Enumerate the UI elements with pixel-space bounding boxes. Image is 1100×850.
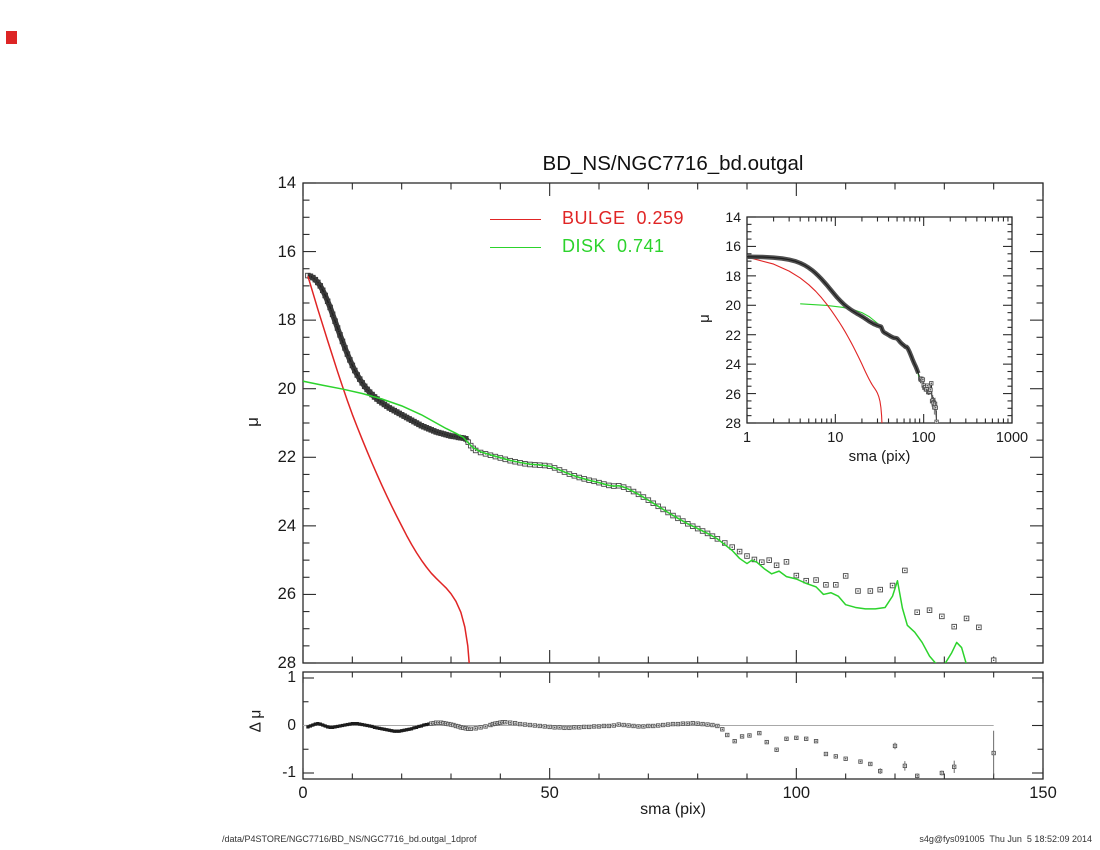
tick-label: 100 [911,430,936,446]
tick-label: 0 [298,784,308,802]
tick-label: 22 [277,448,296,467]
main-y-axis-label: μ [242,417,262,427]
footer-user-timestamp: s4g@fys091005 Thu Jun 5 18:52:09 2014 [919,834,1092,844]
tick-label: 18 [725,267,741,284]
footer-file-path: /data/P4STORE/NGC7716/BD_NS/NGC7716_bd.o… [222,834,477,844]
tick-label: 50 [540,784,559,802]
tick-label: 16 [277,242,296,261]
tick-label: 26 [277,585,296,604]
legend-disk-label: DISK 0.741 [562,236,665,256]
inset-y-axis-label: μ [695,314,713,323]
tick-label: 1000 [995,430,1029,446]
tick-label: 18 [277,311,296,330]
tick-label: 28 [277,654,296,672]
tick-label: 16 [725,238,741,255]
tick-label: 22 [725,326,741,343]
tick-label: 20 [725,297,741,314]
tick-label: 1 [742,430,752,446]
tick-label: 26 [725,385,741,402]
tick-label: 10 [827,430,844,446]
legend-bulge-line [490,219,541,220]
legend-bulge-label: BULGE 0.259 [562,208,685,228]
tick-label: 14 [277,174,296,192]
tick-label: 1 [287,669,296,686]
page-title: BD_NS/NGC7716_bd.outgal [542,152,804,175]
tick-label: 150 [1029,784,1057,802]
tick-label: 24 [277,516,296,535]
tick-label: 0 [287,716,296,734]
tick-label: 100 [782,784,811,802]
tick-label: -1 [282,764,296,781]
tick-label: 14 [725,209,741,225]
tick-label: 20 [277,379,296,398]
corner-marker-square [6,31,17,44]
x-axis-label: sma (pix) [640,801,706,818]
tick-label: 28 [725,415,741,431]
inset-x-axis-label: sma (pix) [848,448,911,465]
legend-disk-line [490,247,541,248]
tick-label: 24 [725,356,741,373]
